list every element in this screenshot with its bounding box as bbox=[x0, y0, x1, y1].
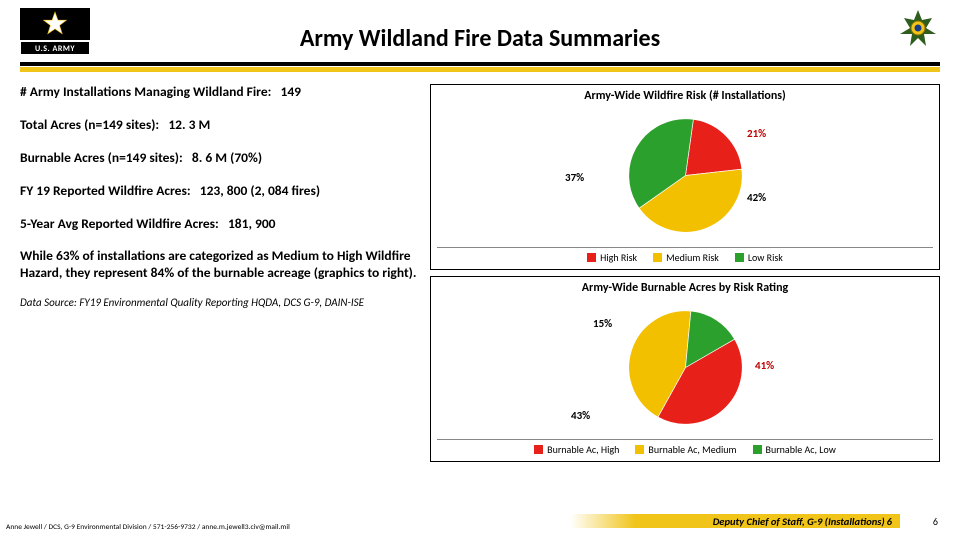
army-logo: U.S. ARMY bbox=[20, 8, 90, 55]
pct-high: 41% bbox=[755, 359, 774, 372]
legend-swatch bbox=[653, 253, 662, 262]
stat-total-acres: Total Acres (n=149 sites): 12. 3 M bbox=[20, 117, 420, 134]
content: # Army Installations Managing Wildland F… bbox=[0, 72, 960, 462]
header: U.S. ARMY Army Wildland Fire Data Summar… bbox=[0, 0, 960, 60]
legend-item: High Risk bbox=[587, 251, 637, 264]
stats-column: # Army Installations Managing Wildland F… bbox=[20, 84, 420, 462]
chart-burnable-acres: Army-Wide Burnable Acres by Risk Rating … bbox=[430, 276, 940, 462]
stat-value: 149 bbox=[281, 83, 302, 100]
pie-chart-icon bbox=[618, 300, 753, 435]
pct-medium: 43% bbox=[571, 409, 590, 422]
legend-swatch bbox=[635, 445, 644, 454]
legend-swatch bbox=[587, 253, 596, 262]
pie-area: 21% 42% 37% bbox=[437, 105, 933, 245]
legend-item: Burnable Ac, Medium bbox=[635, 443, 736, 456]
footer: Anne Jewell / DCS, G-9 Environmental Div… bbox=[0, 510, 960, 534]
footer-contact: Anne Jewell / DCS, G-9 Environmental Div… bbox=[6, 523, 290, 532]
data-source: Data Source: FY19 Environmental Quality … bbox=[20, 296, 420, 310]
legend-swatch bbox=[753, 445, 762, 454]
summary-paragraph: While 63% of installations are categoriz… bbox=[20, 248, 420, 282]
army-crest-icon bbox=[896, 8, 940, 52]
army-star-icon bbox=[20, 8, 90, 40]
footer-org: Deputy Chief of Staff, G-9 (Installation… bbox=[713, 515, 885, 528]
page-number: 6 bbox=[933, 515, 938, 528]
footer-page-inline: 6 bbox=[887, 515, 892, 528]
stat-label: Total Acres (n=149 sites): bbox=[20, 116, 159, 133]
legend-item: Burnable Ac, High bbox=[534, 443, 619, 456]
pct-medium: 42% bbox=[747, 191, 766, 204]
stat-fy19-acres: FY 19 Reported Wildfire Acres: 123, 800 … bbox=[20, 183, 420, 200]
stat-5yr-avg: 5-Year Avg Reported Wildfire Acres: 181,… bbox=[20, 216, 420, 233]
slide: U.S. ARMY Army Wildland Fire Data Summar… bbox=[0, 0, 960, 540]
army-logo-text: U.S. ARMY bbox=[20, 41, 90, 55]
pct-low: 37% bbox=[565, 171, 584, 184]
chart-title: Army-Wide Wildfire Risk (# Installations… bbox=[437, 89, 933, 103]
stat-value: 123, 800 (2, 084 fires) bbox=[200, 182, 320, 199]
legend-swatch bbox=[735, 253, 744, 262]
legend-swatch bbox=[534, 445, 543, 454]
chart-legend: Burnable Ac, High Burnable Ac, Medium Burn… bbox=[437, 439, 933, 457]
chart-risk-installations: Army-Wide Wildfire Risk (# Installations… bbox=[430, 84, 940, 270]
stat-installations: # Army Installations Managing Wildland F… bbox=[20, 84, 420, 101]
stat-burnable-acres: Burnable Acres (n=149 sites): 8. 6 M (70… bbox=[20, 150, 420, 167]
stat-label: Burnable Acres (n=149 sites): bbox=[20, 149, 183, 166]
stat-value: 181, 900 bbox=[228, 215, 276, 232]
stat-value: 12. 3 M bbox=[168, 116, 210, 133]
legend-label: Medium Risk bbox=[666, 251, 719, 264]
pie-chart-icon bbox=[618, 108, 753, 243]
chart-title: Army-Wide Burnable Acres by Risk Rating bbox=[437, 281, 933, 295]
stat-value: 8. 6 M (70%) bbox=[192, 149, 262, 166]
legend-label: Low Risk bbox=[748, 251, 783, 264]
chart-legend: High Risk Medium Risk Low Risk bbox=[437, 247, 933, 265]
title-rule bbox=[0, 62, 960, 72]
legend-item: Medium Risk bbox=[653, 251, 719, 264]
legend-label: High Risk bbox=[600, 251, 637, 264]
legend-label: Burnable Ac, Low bbox=[766, 443, 836, 456]
stat-label: FY 19 Reported Wildfire Acres: bbox=[20, 182, 191, 199]
legend-item: Low Risk bbox=[735, 251, 783, 264]
pct-high: 21% bbox=[747, 127, 766, 140]
legend-item: Burnable Ac, Low bbox=[753, 443, 836, 456]
stat-label: 5-Year Avg Reported Wildfire Acres: bbox=[20, 215, 219, 232]
pie-area: 41% 43% 15% bbox=[437, 297, 933, 437]
legend-label: Burnable Ac, Medium bbox=[648, 443, 736, 456]
footer-gold-bar: Deputy Chief of Staff, G-9 (Installation… bbox=[570, 514, 900, 528]
charts-column: Army-Wide Wildfire Risk (# Installations… bbox=[430, 84, 940, 462]
page-title: Army Wildland Fire Data Summaries bbox=[20, 10, 940, 53]
pct-low: 15% bbox=[593, 317, 612, 330]
stat-label: # Army Installations Managing Wildland F… bbox=[20, 83, 271, 100]
legend-label: Burnable Ac, High bbox=[547, 443, 619, 456]
